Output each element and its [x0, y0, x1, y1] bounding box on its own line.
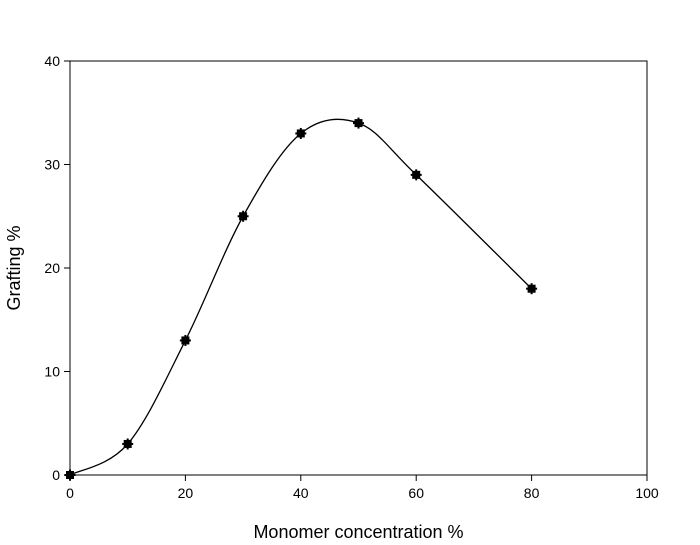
- x-tick-label: 80: [524, 485, 540, 501]
- data-point: [353, 117, 364, 129]
- data-point: [64, 469, 76, 481]
- y-axis-title: Grafting %: [4, 225, 24, 310]
- x-tick-label: 60: [408, 485, 424, 501]
- data-point: [295, 127, 307, 139]
- y-tick-label: 20: [44, 260, 60, 276]
- data-point: [237, 210, 249, 222]
- x-tick-label: 40: [293, 485, 309, 501]
- data-point: [122, 438, 134, 450]
- x-tick-label: 100: [635, 485, 659, 501]
- x-axis-title: Monomer concentration %: [253, 522, 463, 542]
- x-tick-label: 0: [66, 485, 74, 501]
- fit-curve: [69, 118, 533, 476]
- y-tick-label: 0: [52, 467, 60, 483]
- y-tick-label: 30: [44, 157, 60, 173]
- y-tick-label: 10: [44, 364, 60, 380]
- data-point: [526, 283, 538, 295]
- y-tick-label: 40: [44, 53, 60, 69]
- x-tick-label: 20: [178, 485, 194, 501]
- data-point: [179, 334, 191, 346]
- data-point: [410, 169, 422, 181]
